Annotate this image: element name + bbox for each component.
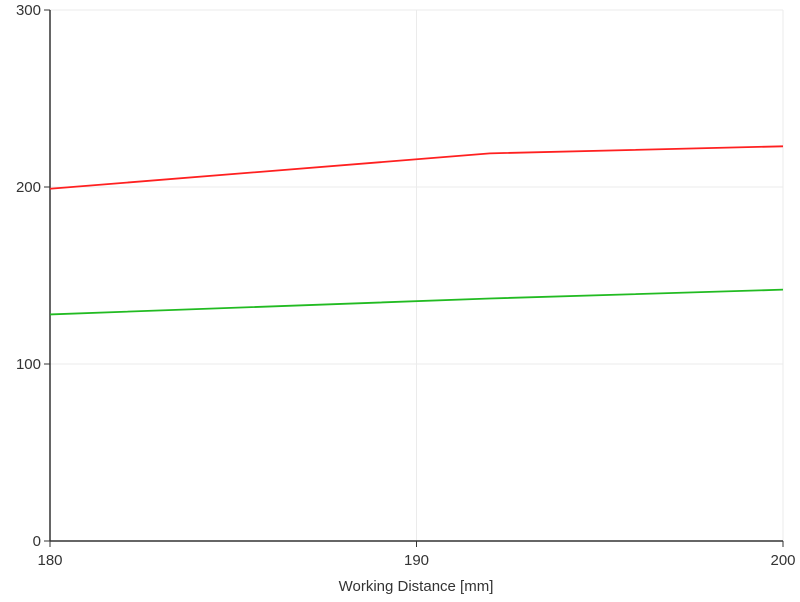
- x-axis-label: Working Distance [mm]: [339, 578, 494, 595]
- series-line: [49, 145, 784, 190]
- x-tick-label: 180: [37, 552, 62, 569]
- y-tick-label: 300: [16, 2, 41, 19]
- y-tick-label: 200: [16, 179, 41, 196]
- y-tick-label: 100: [16, 356, 41, 373]
- series-line: [49, 288, 784, 316]
- y-tick-label: 0: [33, 533, 41, 550]
- x-tick-label: 200: [770, 552, 795, 569]
- x-tick-label: 190: [404, 552, 429, 569]
